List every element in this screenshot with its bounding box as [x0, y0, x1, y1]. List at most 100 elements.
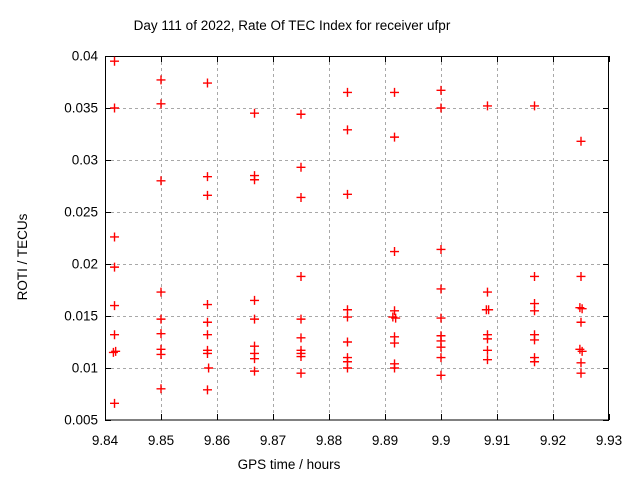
- data-point: [530, 357, 540, 367]
- y-tick-label: 0.01: [72, 361, 98, 376]
- y-tick-label: 0.035: [64, 101, 98, 116]
- data-point: [575, 303, 585, 313]
- data-point: [250, 366, 260, 376]
- data-point: [342, 125, 352, 135]
- data-point: [250, 295, 260, 305]
- data-point: [156, 287, 166, 297]
- x-tick-label: 9.85: [148, 433, 174, 448]
- data-point: [202, 78, 212, 88]
- data-point: [156, 99, 166, 109]
- data-point: [156, 176, 166, 186]
- x-tick-label: 9.89: [372, 433, 398, 448]
- data-point: [156, 75, 166, 85]
- data-point: [482, 101, 492, 111]
- data-point: [202, 172, 212, 182]
- data-point: [436, 353, 446, 363]
- data-point: [296, 109, 306, 119]
- data-point: [482, 287, 492, 297]
- data-point: [110, 103, 120, 113]
- data-point: [342, 312, 352, 322]
- data-point: [111, 346, 121, 356]
- y-tick-label: 0.015: [64, 309, 98, 324]
- data-point: [436, 103, 446, 113]
- y-tick-label: 0.04: [72, 49, 99, 64]
- data-point: [577, 304, 587, 314]
- x-tick-label: 9.9: [432, 433, 451, 448]
- data-point: [576, 368, 586, 378]
- y-tick-label: 0.005: [64, 413, 98, 428]
- data-point: [576, 317, 586, 327]
- x-tick-label: 9.87: [260, 433, 286, 448]
- data-point: [296, 192, 306, 202]
- data-point: [110, 262, 120, 272]
- data-point: [202, 190, 212, 200]
- data-point: [576, 358, 586, 368]
- data-point: [202, 330, 212, 340]
- data-point: [577, 346, 587, 356]
- data-point: [390, 247, 400, 257]
- data-point: [110, 398, 120, 408]
- data-point: [156, 329, 166, 339]
- data-point: [530, 271, 540, 281]
- data-point: [436, 85, 446, 95]
- data-point: [156, 314, 166, 324]
- data-point: [530, 101, 540, 111]
- data-point: [391, 313, 401, 323]
- data-point: [110, 232, 120, 242]
- plot-border: [105, 56, 609, 421]
- data-point: [436, 244, 446, 254]
- data-point: [202, 348, 212, 358]
- x-tick-label: 9.88: [316, 433, 342, 448]
- y-tick-label: 0.02: [72, 257, 98, 272]
- data-point: [296, 314, 306, 324]
- data-point: [390, 363, 400, 373]
- data-point: [296, 333, 306, 343]
- data-point: [202, 317, 212, 327]
- data-point: [482, 334, 492, 344]
- x-tick-label: 9.84: [92, 433, 119, 448]
- data-point: [156, 349, 166, 359]
- data-point: [110, 56, 120, 66]
- data-point: [296, 271, 306, 281]
- data-point: [436, 370, 446, 380]
- data-point: [390, 87, 400, 97]
- x-tick-label: 9.93: [596, 433, 622, 448]
- data-point: [342, 363, 352, 373]
- data-point: [390, 306, 400, 316]
- data-point: [342, 87, 352, 97]
- data-point: [202, 385, 212, 395]
- data-point: [342, 189, 352, 199]
- data-point: [484, 305, 494, 315]
- data-point: [296, 368, 306, 378]
- data-point: [576, 271, 586, 281]
- x-tick-label: 9.92: [540, 433, 566, 448]
- data-point: [204, 363, 214, 373]
- data-point: [296, 352, 306, 362]
- x-axis-label: GPS time / hours: [238, 457, 341, 472]
- data-point: [342, 337, 352, 347]
- data-point: [436, 313, 446, 323]
- x-tick-label: 9.86: [204, 433, 230, 448]
- data-point: [250, 108, 260, 118]
- y-axis-label: ROTI / TECUs: [15, 213, 30, 300]
- data-point: [110, 330, 120, 340]
- data-point: [202, 300, 212, 310]
- data-point: [576, 136, 586, 146]
- data-point: [156, 384, 166, 394]
- grid-layer: [105, 56, 609, 420]
- data-point: [530, 335, 540, 345]
- data-point: [296, 162, 306, 172]
- data-point: [436, 284, 446, 294]
- data-point: [482, 355, 492, 365]
- data-point: [436, 342, 446, 352]
- data-point: [575, 344, 585, 354]
- data-point: [390, 132, 400, 142]
- data-point: [530, 306, 540, 316]
- data-points-layer: [108, 56, 587, 408]
- data-point: [108, 347, 118, 357]
- data-point: [250, 175, 260, 185]
- data-point: [390, 338, 400, 348]
- data-point: [250, 354, 260, 364]
